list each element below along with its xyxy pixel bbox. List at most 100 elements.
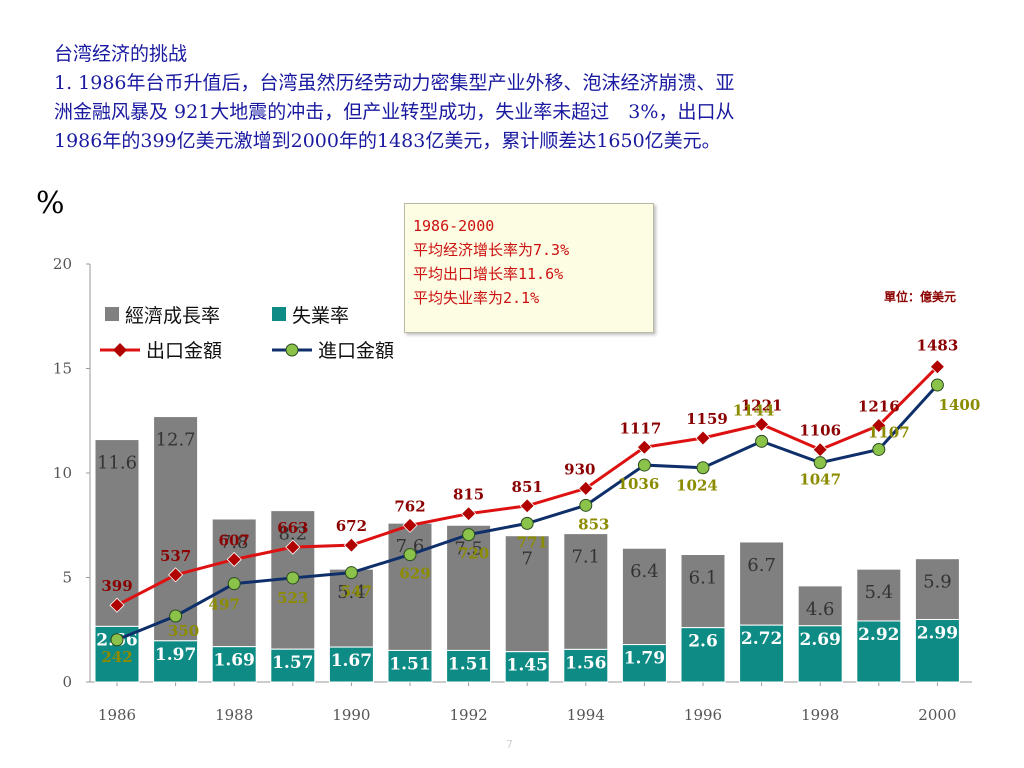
unit-note: 單位：億美元	[884, 290, 957, 304]
unemployment-bar	[211, 646, 257, 683]
x-tick-label: 1988	[215, 706, 253, 724]
import-marker	[579, 498, 593, 512]
growth-bar	[387, 522, 433, 651]
slide-heading: 台湾经济的挑战 1. 1986年台币升值后，台湾虽然历经劳动力密集型产业外移、泡…	[54, 40, 974, 156]
unemployment-bar	[563, 648, 609, 683]
import-value-label: 1036	[618, 475, 660, 493]
import-value-label: 350	[168, 622, 199, 640]
export-value-label: 1483	[917, 337, 959, 355]
unemployment-bar	[914, 619, 960, 683]
growth-value-label: 5.4	[864, 582, 893, 603]
import-value-label: 523	[277, 589, 308, 607]
export-value-label: 851	[512, 478, 543, 496]
y-tick-label: 5	[62, 569, 72, 587]
heading-line-2: 洲金融风暴及 921大地震的冲击，但产业转型成功，失业率未超过 3%，出口从	[54, 101, 735, 123]
import-marker	[227, 577, 241, 591]
import-marker	[169, 609, 183, 623]
unemployment-value-label: 1.51	[389, 654, 430, 674]
import-value-label: 1144	[733, 401, 775, 419]
export-value-label: 1216	[858, 397, 900, 415]
growth-value-label: 7.5	[454, 538, 483, 559]
legend-swatch-growth	[105, 307, 119, 321]
x-tick-label: 1994	[567, 706, 605, 724]
growth-value-label: 8.2	[278, 524, 307, 545]
import-value-label: 771	[517, 533, 548, 551]
unemployment-bar	[739, 624, 785, 683]
growth-value-label: 5.9	[923, 572, 952, 593]
unemployment-value-label: 1.51	[448, 654, 489, 674]
summary-line-4: 平均失业率为2.1%	[413, 289, 540, 307]
unemployment-bar	[680, 627, 726, 683]
export-marker	[343, 537, 359, 553]
export-marker	[461, 506, 477, 522]
summary-line-2: 平均经济增长率为7.3%	[413, 241, 570, 259]
import-value-label: 853	[578, 515, 609, 533]
export-value-label: 607	[219, 531, 250, 549]
unemployment-value-label: 1.69	[213, 651, 254, 671]
export-value-label: 1221	[741, 396, 783, 414]
legend-marker-export	[113, 343, 127, 357]
unemployment-value-label: 1.56	[565, 653, 606, 673]
unemployment-value-label: 1.57	[272, 653, 313, 673]
growth-value-label: 6.1	[689, 568, 718, 589]
export-marker	[636, 439, 652, 455]
growth-value-label: 7.1	[571, 547, 600, 568]
import-marker	[520, 516, 534, 530]
import-value-label: 1400	[939, 396, 981, 414]
export-marker	[695, 430, 711, 446]
export-marker	[285, 539, 301, 555]
unemployment-bar	[504, 651, 550, 683]
heading-title: 台湾经济的挑战	[54, 43, 188, 65]
import-marker	[462, 528, 476, 542]
summary-line-1: 1986-2000	[413, 217, 495, 235]
growth-bar	[856, 568, 902, 622]
export-marker	[812, 442, 828, 458]
unemployment-value-label: 2.72	[741, 629, 782, 649]
x-tick-label: 1998	[801, 706, 839, 724]
import-value-label: 629	[399, 565, 430, 583]
growth-value-label: 7	[521, 549, 532, 570]
unemployment-value-label: 2.92	[858, 625, 899, 645]
growth-bar	[153, 416, 199, 642]
unemployment-bar	[797, 625, 843, 683]
growth-value-label: 7.8	[220, 532, 249, 553]
export-marker	[402, 517, 418, 533]
export-marker	[168, 567, 184, 583]
y-tick-label: 20	[53, 255, 72, 273]
legend-label-import: 進口金額	[318, 340, 394, 362]
import-marker	[755, 434, 769, 448]
growth-value-label: 5.4	[337, 582, 366, 603]
export-marker	[929, 359, 945, 375]
export-value-label: 762	[394, 497, 425, 515]
export-marker	[226, 551, 242, 568]
growth-bar	[797, 585, 843, 627]
export-value-label: 399	[101, 577, 132, 595]
y-tick-label: 10	[53, 464, 72, 482]
growth-value-label: 6.4	[630, 561, 659, 582]
export-value-label: 672	[336, 517, 367, 535]
unemployment-value-label: 2.69	[799, 630, 840, 650]
export-value-label: 1159	[686, 410, 728, 428]
import-value-label: 1024	[676, 477, 718, 495]
export-value-label: 815	[453, 486, 484, 504]
export-value-label: 1117	[620, 419, 662, 437]
growth-bar	[504, 535, 550, 653]
growth-value-label: 11.6	[97, 453, 137, 474]
export-marker	[519, 498, 535, 514]
legend-label-export: 出口金額	[146, 340, 222, 362]
export-value-label: 663	[277, 519, 308, 537]
legend-swatch-unemployment	[272, 307, 286, 321]
import-marker	[344, 566, 358, 580]
x-tick-label: 2000	[918, 706, 956, 724]
import-value-label: 1047	[799, 471, 841, 489]
x-tick-label: 1990	[332, 706, 370, 724]
export-value-label: 537	[160, 547, 191, 565]
export-value-label: 1106	[799, 422, 841, 440]
y-tick-label: 0	[62, 673, 72, 691]
summary-box: 1986-2000 平均经济增长率为7.3% 平均出口增长率11.6% 平均失业…	[404, 203, 654, 333]
import-marker	[813, 456, 827, 470]
heading-line-1: 1. 1986年台币升值后，台湾虽然历经劳动力密集型产业外移、泡沫经济崩溃、亚	[54, 72, 735, 94]
x-tick-label: 1992	[450, 706, 488, 724]
unemployment-bar	[153, 640, 199, 683]
